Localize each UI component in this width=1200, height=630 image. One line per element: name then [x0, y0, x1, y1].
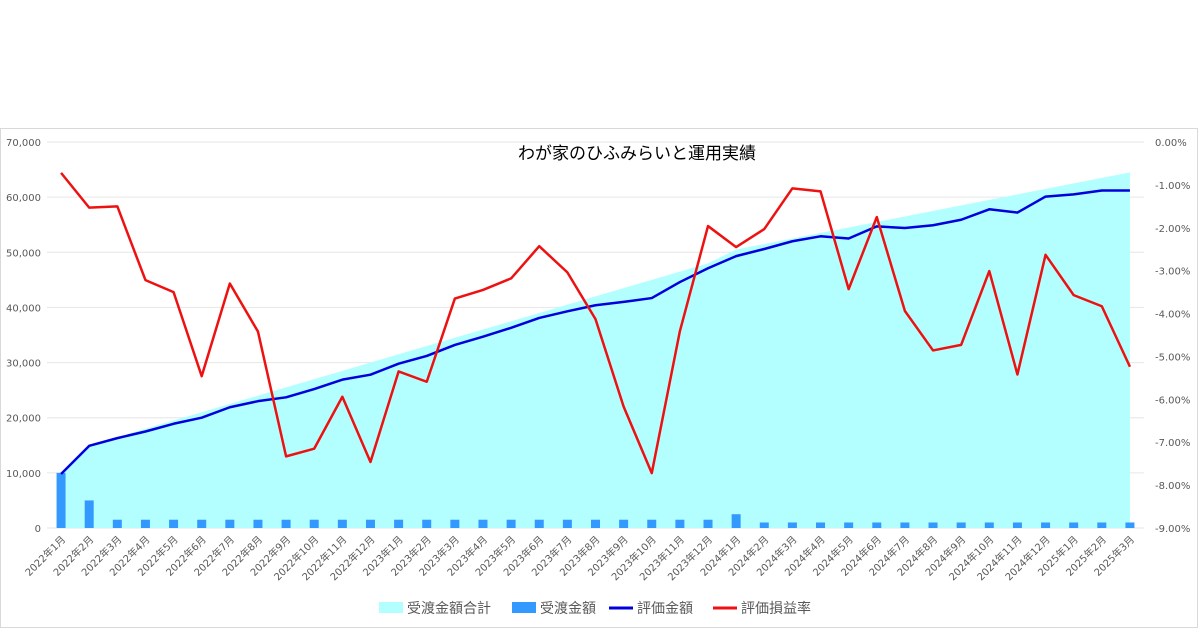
left-axis-ticks: 0 10,000 20,000 30,000 40,000 50,000 60,000 70,…	[6, 138, 41, 535]
area-series	[61, 172, 1130, 529]
bar-delivered-amount	[394, 519, 404, 528]
bar-delivered-amount	[84, 500, 94, 528]
right-axis-tick-label: -1.00%	[1155, 181, 1190, 192]
right-axis-ticks: 0.00% -1.00% -2.00% -3.00% -4.00% -5.00% -6.00…	[1155, 138, 1190, 535]
bar-delivered-amount	[956, 522, 966, 528]
bar-delivered-amount	[816, 522, 826, 528]
right-axis-tick-label: -5.00%	[1155, 352, 1190, 363]
left-axis-tick-label: 0	[35, 524, 41, 535]
area-series-total-delivered	[61, 172, 1130, 529]
chart-frame: 0 10,000 20,000 30,000 40,000 50,000 60,000 70,…	[0, 128, 1198, 628]
bar-delivered-amount	[844, 522, 854, 528]
bar-delivered-amount	[253, 519, 263, 528]
right-axis-tick-label: -7.00%	[1155, 438, 1190, 449]
legend-swatch	[379, 602, 403, 613]
bar-delivered-amount	[478, 519, 488, 528]
left-axis-tick-label: 60,000	[6, 193, 41, 204]
bar-delivered-amount	[1069, 522, 1079, 528]
bar-delivered-amount	[1097, 522, 1107, 528]
bar-delivered-amount	[1125, 522, 1135, 528]
bar-delivered-amount	[731, 514, 741, 528]
line-valuation-gain-rate	[60, 172, 1132, 475]
line-valuation-amount	[60, 189, 1130, 475]
bar-delivered-amount	[984, 522, 994, 528]
bar-delivered-amount	[169, 519, 179, 528]
bar-delivered-amount	[900, 522, 910, 528]
legend-label: 受渡金額合計	[407, 601, 491, 617]
line-series	[60, 172, 1132, 475]
bar-delivered-amount	[1041, 522, 1051, 528]
right-axis-tick-label: -2.00%	[1155, 224, 1190, 235]
left-axis-tick-label: 10,000	[6, 469, 41, 480]
bar-delivered-amount	[56, 472, 66, 528]
bar-delivered-amount	[450, 519, 460, 528]
legend-label: 評価損益率	[741, 600, 811, 617]
right-axis-tick-label: -9.00%	[1155, 524, 1190, 535]
right-axis-tick-label: 0.00%	[1155, 138, 1187, 149]
left-axis-tick-label: 30,000	[6, 359, 41, 370]
right-axis-tick-label: -6.00%	[1155, 395, 1190, 406]
x-axis-ticks: 2022年1月2022年2月2022年3月2022年4月2022年5月2022年…	[22, 533, 1137, 583]
right-axis-tick-label: -3.00%	[1155, 267, 1190, 278]
bar-delivered-amount	[337, 519, 347, 528]
bar-delivered-amount	[703, 519, 713, 528]
legend-label: 受渡金額	[540, 601, 596, 617]
bar-delivered-amount	[759, 522, 769, 528]
bar-delivered-amount	[281, 519, 291, 528]
left-axis-tick-label: 40,000	[6, 303, 41, 314]
legend: 受渡金額合計 受渡金額 評価金額 評価損益率	[379, 600, 811, 617]
bar-delivered-amount	[140, 519, 150, 528]
bar-delivered-amount	[534, 519, 544, 528]
bar-delivered-amount	[647, 519, 657, 528]
bar-delivered-amount	[675, 519, 685, 528]
bar-delivered-amount	[506, 519, 516, 528]
bar-delivered-amount	[422, 519, 432, 528]
bar-series	[56, 472, 1135, 528]
left-axis-tick-label: 70,000	[6, 138, 41, 149]
bar-delivered-amount	[872, 522, 882, 528]
combo-chart: 0 10,000 20,000 30,000 40,000 50,000 60,000 70,…	[6, 138, 1190, 617]
bar-delivered-amount	[787, 522, 797, 528]
legend-swatch	[512, 602, 536, 613]
left-axis-tick-label: 50,000	[6, 248, 41, 259]
bar-delivered-amount	[1012, 522, 1022, 528]
bar-delivered-amount	[112, 519, 122, 528]
left-axis-tick-label: 20,000	[6, 414, 41, 425]
bar-delivered-amount	[562, 519, 572, 528]
chart-title: わが家のひふみらいと運用実績	[518, 144, 756, 164]
bar-delivered-amount	[365, 519, 375, 528]
bar-delivered-amount	[619, 519, 629, 528]
bar-delivered-amount	[309, 519, 319, 528]
right-axis-tick-label: -4.00%	[1155, 310, 1190, 321]
bar-delivered-amount	[928, 522, 938, 528]
bar-delivered-amount	[225, 519, 235, 528]
bar-delivered-amount	[590, 519, 601, 528]
right-axis-tick-label: -8.00%	[1155, 481, 1190, 492]
bar-delivered-amount	[197, 519, 207, 528]
legend-label: 評価金額	[637, 601, 693, 617]
